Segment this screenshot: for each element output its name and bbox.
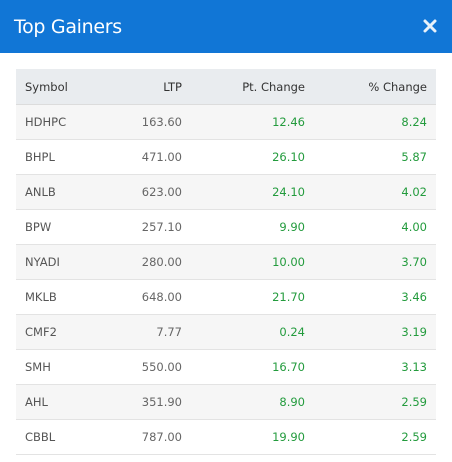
column-header-pct-change[interactable]: % Change xyxy=(314,69,436,105)
cell-pt-change: 8.90 xyxy=(191,384,314,420)
cell-ltp: 7.77 xyxy=(111,314,191,350)
cell-pt-change: 12.46 xyxy=(191,104,314,140)
cell-pt-change: 19.90 xyxy=(191,419,314,455)
column-header-ltp[interactable]: LTP xyxy=(111,69,191,105)
table-body: HDHPC 163.60 12.46 8.24 BHPL 471.00 26.10 5.87 A… xyxy=(16,104,436,455)
table-row[interactable]: CMF2 7.77 0.24 3.19 xyxy=(16,314,436,350)
cell-symbol[interactable]: CMF2 xyxy=(16,314,111,350)
column-header-symbol[interactable]: Symbol xyxy=(16,69,111,105)
cell-pct-change: 3.19 xyxy=(314,314,436,350)
cell-ltp: 648.00 xyxy=(111,279,191,315)
modal-title: Top Gainers xyxy=(14,16,122,38)
cell-ltp: 550.00 xyxy=(111,349,191,385)
cell-symbol[interactable]: HDHPC xyxy=(16,104,111,140)
cell-pct-change: 4.00 xyxy=(314,209,436,245)
cell-pct-change: 2.59 xyxy=(314,419,436,455)
cell-pct-change: 5.87 xyxy=(314,139,436,175)
cell-ltp: 471.00 xyxy=(111,139,191,175)
cell-pt-change: 9.90 xyxy=(191,209,314,245)
cell-pct-change: 8.24 xyxy=(314,104,436,140)
cell-ltp: 623.00 xyxy=(111,174,191,210)
table-header-row: Symbol LTP Pt. Change % Change xyxy=(16,69,436,105)
table-row[interactable]: AHL 351.90 8.90 2.59 xyxy=(16,384,436,420)
cell-pct-change: 3.70 xyxy=(314,244,436,280)
table-row[interactable]: HDHPC 163.60 12.46 8.24 xyxy=(16,104,436,140)
cell-pct-change: 3.13 xyxy=(314,349,436,385)
close-button[interactable] xyxy=(422,18,438,34)
cell-pt-change: 21.70 xyxy=(191,279,314,315)
table-header: Symbol LTP Pt. Change % Change xyxy=(16,69,436,105)
cell-symbol[interactable]: ANLB xyxy=(16,174,111,210)
cell-symbol[interactable]: BPW xyxy=(16,209,111,245)
cell-symbol[interactable]: BHPL xyxy=(16,139,111,175)
cell-ltp: 787.00 xyxy=(111,419,191,455)
cell-symbol[interactable]: SMH xyxy=(16,349,111,385)
cell-pt-change: 0.24 xyxy=(191,314,314,350)
cell-symbol[interactable]: CBBL xyxy=(16,419,111,455)
cell-pt-change: 26.10 xyxy=(191,139,314,175)
table-row[interactable]: SMH 550.00 16.70 3.13 xyxy=(16,349,436,385)
cell-pct-change: 3.46 xyxy=(314,279,436,315)
cell-pt-change: 10.00 xyxy=(191,244,314,280)
cell-ltp: 257.10 xyxy=(111,209,191,245)
table-row[interactable]: ANLB 623.00 24.10 4.02 xyxy=(16,174,436,210)
gainers-table: Symbol LTP Pt. Change % Change HDHPC 163.… xyxy=(16,69,436,455)
close-icon xyxy=(423,19,437,33)
cell-ltp: 351.90 xyxy=(111,384,191,420)
table-row[interactable]: MKLB 648.00 21.70 3.46 xyxy=(16,279,436,315)
cell-pct-change: 4.02 xyxy=(314,174,436,210)
cell-pct-change: 2.59 xyxy=(314,384,436,420)
cell-ltp: 280.00 xyxy=(111,244,191,280)
cell-pt-change: 16.70 xyxy=(191,349,314,385)
table-row[interactable]: BPW 257.10 9.90 4.00 xyxy=(16,209,436,245)
cell-symbol[interactable]: AHL xyxy=(16,384,111,420)
gainers-table-container: Symbol LTP Pt. Change % Change HDHPC 163.… xyxy=(16,69,436,455)
cell-symbol[interactable]: NYADI xyxy=(16,244,111,280)
table-row[interactable]: NYADI 280.00 10.00 3.70 xyxy=(16,244,436,280)
table-row[interactable]: BHPL 471.00 26.10 5.87 xyxy=(16,139,436,175)
cell-ltp: 163.60 xyxy=(111,104,191,140)
cell-pt-change: 24.10 xyxy=(191,174,314,210)
modal-header: Top Gainers xyxy=(0,0,452,53)
column-header-pt-change[interactable]: Pt. Change xyxy=(191,69,314,105)
cell-symbol[interactable]: MKLB xyxy=(16,279,111,315)
table-row[interactable]: CBBL 787.00 19.90 2.59 xyxy=(16,419,436,455)
